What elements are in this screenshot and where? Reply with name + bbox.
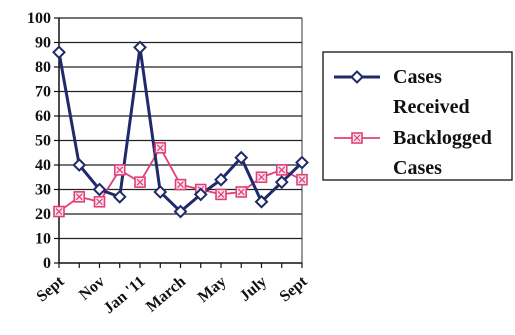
data-point-cases-received — [153, 185, 168, 199]
data-point-cases-received — [254, 194, 269, 209]
data-point-backlogged-cases — [73, 191, 86, 203]
legend-label-cases-received: Cases — [393, 66, 442, 88]
y-tick-label: 90 — [35, 35, 51, 52]
y-tick-label: 30 — [35, 182, 51, 199]
data-point-cases-received — [52, 45, 66, 60]
y-tick-label: 80 — [35, 59, 51, 76]
data-point-cases-received — [193, 187, 208, 202]
x-tick-label: March — [143, 273, 189, 316]
x-tick-label: May — [195, 273, 230, 306]
x-tick-label: Sept — [276, 273, 311, 306]
data-point-backlogged-cases — [255, 171, 268, 184]
data-point-backlogged-cases — [215, 188, 227, 201]
data-point-cases-received — [274, 175, 289, 190]
legend-label-backlogged-cases: Cases — [393, 157, 442, 179]
data-point-backlogged-cases — [134, 176, 146, 188]
data-point-cases-received — [234, 150, 249, 165]
y-tick-label: 40 — [35, 157, 51, 174]
y-tick-label: 0 — [43, 255, 51, 272]
y-tick-label: 70 — [35, 84, 51, 101]
legend-label-cases-received: Received — [393, 96, 470, 118]
x-tick-label: Nov — [76, 273, 108, 304]
y-tick-label: 100 — [27, 10, 51, 27]
data-point-cases-received — [214, 172, 228, 187]
data-point-backlogged-cases — [154, 142, 167, 154]
data-point-cases-received — [92, 182, 107, 197]
x-tick-label: Sept — [33, 273, 68, 306]
y-tick-label: 10 — [35, 231, 51, 248]
data-point-backlogged-cases — [174, 178, 187, 191]
legend-marker-backlogged-cases — [351, 132, 363, 144]
data-point-backlogged-cases — [235, 186, 248, 198]
data-point-cases-received — [133, 40, 147, 55]
legend-label-backlogged-cases: Backlogged — [393, 127, 492, 149]
legend: Cases Received Backlogged Cases — [322, 51, 513, 181]
y-tick-label: 20 — [35, 206, 51, 223]
x-tick-label: July — [237, 273, 270, 305]
data-point-cases-received — [295, 155, 309, 170]
data-point-cases-received — [112, 189, 127, 204]
legend-marker-cases-received — [350, 70, 364, 84]
data-point-cases-received — [173, 204, 188, 219]
x-tick-label: Jan '11 — [101, 273, 149, 317]
data-point-backlogged-cases — [296, 173, 308, 186]
series-group — [52, 40, 309, 219]
data-point-backlogged-cases — [275, 164, 288, 176]
y-tick-label: 60 — [35, 108, 51, 125]
y-axis-ticks: 0 10 20 30 40 50 60 70 80 90 100 — [27, 10, 59, 272]
data-point-backlogged-cases — [53, 205, 65, 218]
data-point-backlogged-cases — [113, 164, 126, 176]
data-point-cases-received — [72, 158, 87, 172]
y-tick-label: 50 — [35, 133, 51, 150]
data-point-backlogged-cases — [93, 195, 106, 208]
